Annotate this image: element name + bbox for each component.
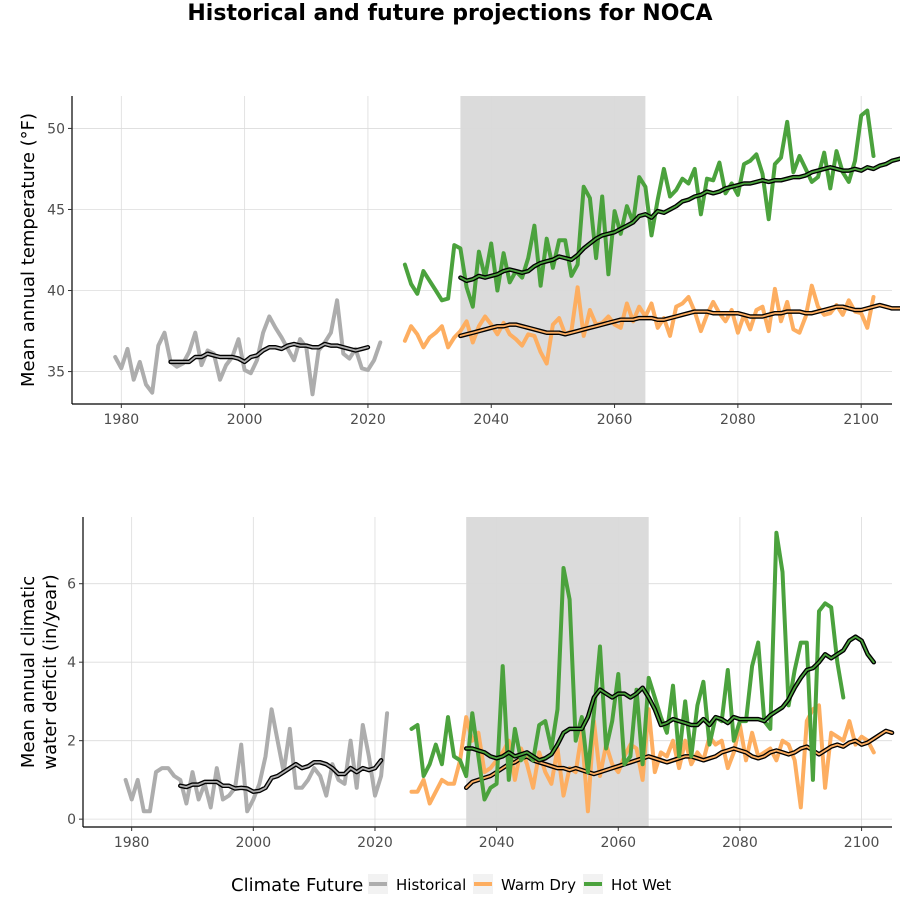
historical-smooth-line bbox=[168, 341, 371, 365]
x-tick-label: 2000 bbox=[235, 835, 271, 851]
y-tick-label: 45 bbox=[47, 202, 65, 218]
x-tick-label: 2060 bbox=[597, 412, 633, 428]
panel-1: 1980 2000 2020 2040 2060 2080 2100 35 40 45 50 Mean… bbox=[18, 96, 900, 428]
warm-dry-smooth-line-core bbox=[459, 304, 900, 337]
x-tick-label: 2060 bbox=[600, 835, 636, 851]
historical-smooth-line bbox=[178, 758, 384, 794]
y-axis-label: Mean annual temperature (°F) bbox=[18, 113, 39, 387]
warm-dry-line bbox=[409, 703, 876, 814]
hot-wet-smooth-line-core bbox=[465, 635, 875, 762]
legend-entry-hot-wet: Hot Wet bbox=[583, 874, 671, 894]
historical-smooth-line-core bbox=[179, 759, 383, 793]
y-tick-label: 40 bbox=[47, 284, 65, 300]
hot-wet-line bbox=[402, 108, 876, 309]
x-tick-label: 2100 bbox=[843, 412, 879, 428]
panel-2: 1980 2000 2020 2040 2060 2080 2100 0 2 4 6 Mean ann… bbox=[18, 517, 895, 851]
x-tick-label: 2020 bbox=[357, 835, 393, 851]
y-tick-label: 50 bbox=[47, 121, 65, 137]
y-tick-label: 0 bbox=[67, 812, 76, 828]
x-tick-label: 2080 bbox=[722, 835, 758, 851]
x-tick-label: 2100 bbox=[844, 835, 880, 851]
legend: Climate Future Historical Warm Dry Hot Wet bbox=[231, 874, 671, 896]
hot-wet-smooth-line-core bbox=[459, 157, 900, 282]
x-tick-label: 2040 bbox=[473, 412, 509, 428]
historical-line bbox=[113, 298, 383, 397]
chart-title: Historical and future projections for NO… bbox=[187, 1, 712, 26]
x-tick-label: 1980 bbox=[104, 412, 140, 428]
y-axis-label: water deficit (in/year) bbox=[40, 574, 61, 769]
legend-label: Warm Dry bbox=[501, 876, 576, 894]
y-axis-label: Mean annual climatic bbox=[18, 576, 39, 768]
legend-entry-warm-dry: Warm Dry bbox=[473, 874, 576, 894]
legend-title: Climate Future bbox=[231, 875, 363, 896]
hot-wet-smooth-line bbox=[458, 156, 900, 284]
warm-dry-line bbox=[402, 283, 876, 366]
hot-wet-line bbox=[409, 530, 846, 802]
y-tick-label: 2 bbox=[67, 734, 76, 750]
x-tick-label: 2040 bbox=[479, 835, 515, 851]
y-tick-label: 4 bbox=[67, 655, 76, 671]
historical-line bbox=[123, 707, 390, 814]
historical-smooth-line-core bbox=[169, 343, 369, 363]
legend-label: Hot Wet bbox=[611, 876, 671, 894]
warm-dry-smooth-line bbox=[458, 302, 900, 339]
legend-entry-historical: Historical bbox=[368, 874, 466, 894]
x-tick-label: 2080 bbox=[720, 412, 756, 428]
x-tick-label: 1980 bbox=[114, 835, 150, 851]
chart-panels: 1980 2000 2020 2040 2060 2080 210035404550Mean… bbox=[18, 96, 900, 851]
y-tick-label: 6 bbox=[67, 577, 76, 593]
legend-label: Historical bbox=[396, 876, 466, 894]
y-tick-label: 35 bbox=[47, 365, 65, 381]
x-tick-label: 2020 bbox=[350, 412, 386, 428]
x-tick-label: 2000 bbox=[227, 412, 263, 428]
hot-wet-smooth-line bbox=[463, 634, 877, 763]
